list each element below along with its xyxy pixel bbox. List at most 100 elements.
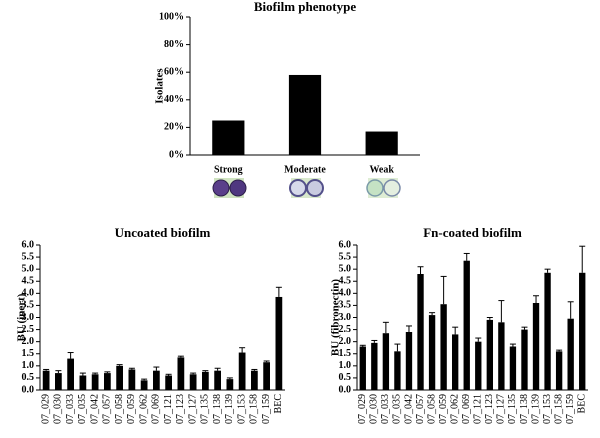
x-tick-label: 07_069 [151, 394, 162, 424]
bar [128, 369, 136, 390]
bar [153, 370, 160, 390]
x-tick-label: 07_035 [392, 394, 403, 424]
x-tick-label: 07_033 [65, 394, 76, 424]
bar [238, 352, 246, 390]
y-tick-label: 40% [164, 94, 184, 105]
y-tick-label: 5.0 [22, 263, 35, 274]
y-tick-label: 4.0 [339, 288, 352, 299]
x-tick-label: 07_135 [507, 394, 518, 424]
x-tick-label: BEC [273, 394, 284, 414]
wells [212, 178, 401, 198]
y-tick-label: 1.0 [22, 360, 35, 371]
y-tick-label: 1.5 [22, 348, 35, 359]
bar [177, 357, 185, 390]
bar [486, 319, 494, 390]
x-tick-label: 07_139 [530, 394, 541, 424]
x-tick-label: 07_158 [553, 394, 564, 424]
bar [440, 304, 447, 390]
x-tick-label: 07_058 [114, 394, 125, 424]
x-tick-label: 07_127 [187, 394, 198, 424]
x-tick-label: 07_123 [175, 394, 186, 424]
bar [579, 272, 586, 390]
chart-title: Fn-coated biofilm [423, 225, 522, 240]
bar [371, 342, 378, 390]
bar [417, 274, 424, 390]
x-tick-label: 07_139 [224, 394, 235, 424]
y-tick-label: 2.5 [339, 324, 352, 335]
y-tick-label: 3.5 [22, 300, 35, 311]
bar [382, 333, 390, 390]
y-tick-label: 2.0 [22, 336, 35, 347]
bar [263, 362, 270, 390]
bar [226, 379, 234, 390]
bar [365, 131, 398, 155]
x-tick-label: 07_135 [200, 394, 211, 424]
bar [275, 296, 283, 390]
y-axis-label: Isolates [154, 68, 166, 104]
bar [42, 370, 50, 390]
x-tick-label: BEC [577, 394, 588, 414]
x-tick-label: 07_029 [40, 394, 51, 424]
y-tick-label: 5.0 [339, 263, 352, 274]
x-tick-label: 07_159 [565, 394, 576, 424]
y-tick-label: 3.0 [339, 312, 352, 323]
x-tick-label: 07_030 [369, 394, 380, 424]
bar [405, 332, 413, 390]
x-tick-label: 07_059 [126, 394, 137, 424]
x-tick-label: 07_153 [236, 394, 247, 424]
x-tick-label: Moderate [284, 164, 326, 175]
bar [555, 351, 563, 390]
bar [202, 371, 209, 390]
y-tick-label: 0.0 [339, 384, 352, 395]
x-tick-label: 07_042 [89, 394, 100, 424]
x-tick-label: 07_158 [249, 394, 260, 424]
bar [463, 260, 470, 390]
y-tick-label: 20% [164, 122, 184, 133]
bar [189, 374, 197, 390]
x-tick-label: 07_042 [403, 394, 414, 424]
x-tick-label: 07_029 [357, 394, 368, 424]
x-tick-label: 07_153 [542, 394, 553, 424]
bar [79, 375, 87, 390]
bar [104, 373, 111, 390]
bar [521, 329, 528, 390]
bar [544, 272, 551, 390]
x-tick-label: 07_059 [438, 394, 449, 424]
x-tick-label: Strong [214, 164, 243, 175]
bar [509, 346, 517, 390]
bar [212, 120, 245, 155]
y-tick-label: 3.0 [22, 312, 35, 323]
x-tick-label: 07_123 [484, 394, 495, 424]
y-tick-label: 4.5 [22, 276, 35, 287]
bar [359, 346, 366, 390]
y-axis-label: BU (inert) [16, 293, 28, 341]
x-tick-label: 07_057 [102, 394, 113, 424]
y-tick-label: 6.0 [339, 239, 352, 250]
x-tick-label: 07_159 [261, 394, 272, 424]
y-tick-label: 100% [159, 11, 184, 22]
y-tick-label: 0.5 [22, 372, 35, 383]
y-tick-label: 4.0 [22, 288, 35, 299]
x-tick-label: 07_069 [461, 394, 472, 424]
bar [165, 375, 172, 390]
well [306, 179, 324, 197]
bar [55, 373, 62, 390]
chart-title: Uncoated biofilm [115, 225, 211, 240]
x-tick-label: Weak [369, 164, 394, 175]
y-tick-label: 2.0 [339, 336, 352, 347]
y-tick-label: 5.5 [22, 251, 35, 262]
chart-title: Biofilm phenotype [254, 0, 356, 14]
x-tick-label: 07_138 [212, 394, 223, 424]
y-tick-label: 3.5 [339, 300, 352, 311]
bar [451, 334, 459, 390]
bar [498, 322, 505, 390]
bar [394, 351, 401, 390]
x-tick-label: 07_030 [53, 394, 64, 424]
x-tick-label: 07_035 [77, 394, 88, 424]
bar [67, 358, 74, 390]
bar [475, 341, 482, 390]
bar [116, 365, 123, 390]
y-tick-label: 5.5 [339, 251, 352, 262]
